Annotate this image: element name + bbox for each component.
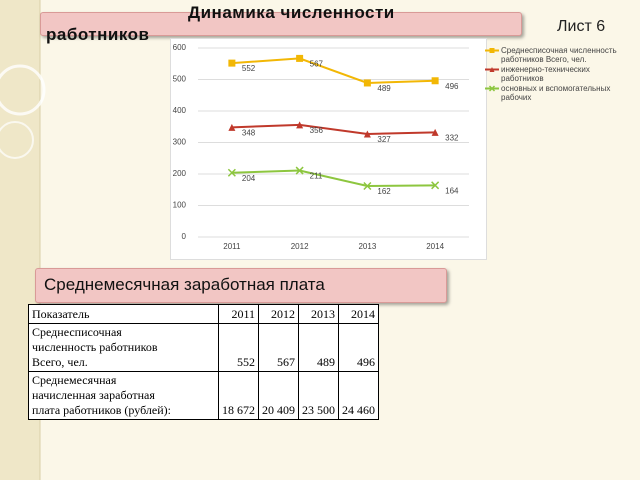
data-label: 496 — [445, 82, 459, 91]
marker — [431, 128, 439, 136]
table: Показатель 2011 2012 2013 2014 Среднесписочна… — [28, 304, 379, 420]
table-cell: 489 — [298, 323, 339, 372]
data-label: 348 — [242, 128, 256, 137]
table-row: Среднемесячная начисленная заработная пл… — [28, 371, 379, 420]
marker — [296, 54, 304, 62]
data-label: 489 — [377, 84, 391, 93]
marker — [363, 79, 371, 87]
y-tick-label: 0 — [182, 232, 187, 241]
table-cell: 2013 — [298, 304, 339, 324]
data-label: 567 — [310, 60, 324, 69]
y-tick-label: 300 — [173, 138, 187, 147]
legend-swatch — [485, 85, 499, 92]
marker — [431, 181, 440, 190]
table-cell: 2012 — [258, 304, 299, 324]
marker — [296, 121, 304, 129]
series-line — [231, 123, 436, 135]
table-cell: 2011 — [218, 304, 259, 324]
legend-label: Среднесписочная численность работников В… — [501, 46, 617, 64]
legend-marker — [489, 67, 495, 72]
marker — [227, 168, 236, 177]
legend-swatch — [485, 67, 499, 72]
table-cell: 2014 — [338, 304, 379, 324]
data-label: 332 — [445, 134, 459, 143]
data-label: 211 — [310, 172, 323, 181]
title-bar — [40, 12, 522, 36]
table-cell: Среднемесячная начисленная заработная пл… — [28, 371, 219, 420]
data-label: 552 — [242, 64, 256, 73]
table-row: Показатель 2011 2012 2013 2014 — [28, 304, 379, 324]
subtitle-bar — [35, 268, 447, 303]
x-tick-label: 2012 — [291, 242, 309, 251]
data-label: 164 — [445, 186, 459, 195]
table-cell: 20 409 — [258, 371, 299, 420]
x-tick-label: 2014 — [426, 242, 444, 251]
marker — [228, 59, 236, 67]
table-cell: 23 500 — [298, 371, 339, 420]
y-tick-label: 100 — [173, 201, 187, 210]
y-tick-label: 600 — [173, 43, 187, 52]
legend-marker — [489, 48, 495, 53]
table-cell: 24 460 — [338, 371, 379, 420]
data-label: 327 — [377, 135, 391, 144]
marker — [228, 123, 236, 131]
y-tick-label: 400 — [173, 106, 187, 115]
y-tick-label: 200 — [173, 169, 187, 178]
legend-label: основных и вспомогательных рабочих — [501, 84, 611, 102]
x-tick-label: 2013 — [358, 242, 376, 251]
data-label: 204 — [242, 174, 256, 183]
marker — [431, 77, 439, 85]
table-cell: Показатель — [28, 304, 219, 324]
legend: Среднесписочная численность работников В… — [485, 46, 625, 103]
marker — [363, 181, 372, 191]
table-row: Среднесписочная численность работников В… — [28, 323, 379, 372]
x-tick-label: 2011 — [223, 242, 241, 251]
legend-entry: Среднесписочная численность работников В… — [485, 46, 625, 64]
table-cell: Среднесписочная численность работников В… — [28, 323, 219, 372]
legend-label: инженерно-технических работников — [501, 65, 590, 83]
chart-plot: 0 100 200 300 400 500 600 2011 2012 2013 2014 552 56… — [173, 43, 469, 251]
table-cell: 496 — [338, 323, 379, 372]
y-tick-label: 500 — [173, 75, 187, 84]
legend-marker — [488, 85, 496, 92]
series-line — [231, 57, 436, 84]
marker — [363, 130, 371, 138]
legend-entry: инженерно-технических работников — [485, 65, 625, 83]
data-label: 162 — [377, 187, 391, 196]
decoration — [0, 0, 46, 480]
series-line — [231, 169, 436, 187]
legend-swatch — [485, 48, 499, 53]
slide-title: Динамика численности работников — [46, 3, 395, 44]
sheet-label: Лист 6 — [557, 18, 606, 35]
table-cell: 567 — [258, 323, 299, 372]
chart: 0 100 200 300 400 500 600 2011 2012 2013 2014 552 56… — [170, 38, 487, 260]
data-label: 356 — [310, 126, 324, 135]
subtitle: Среднемесячная заработная плата — [44, 275, 325, 294]
table-cell: 552 — [218, 323, 259, 372]
legend-entry: основных и вспомогательных рабочих — [485, 84, 625, 102]
marker — [295, 166, 304, 175]
table-cell: 18 672 — [218, 371, 259, 420]
